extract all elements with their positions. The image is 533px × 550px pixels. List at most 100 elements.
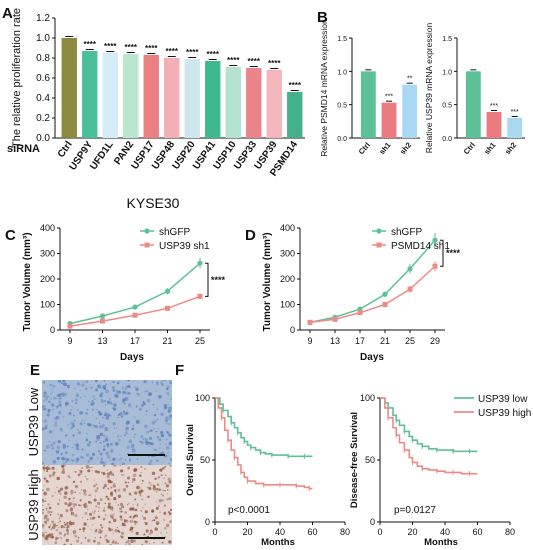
panel-c-xtick-label: 21: [162, 336, 172, 346]
panel-label-b: B: [317, 9, 328, 26]
ihc-high-nucleus: [95, 505, 98, 508]
panel-d-ytick-label: 0: [290, 325, 295, 335]
ihc-high-nucleus: [96, 487, 99, 490]
ihc-low-nucleus: [90, 386, 93, 390]
ihc-low-nucleus: [79, 422, 83, 426]
ihc-low-nucleus: [61, 393, 65, 397]
ihc-low-nucleus: [124, 431, 129, 435]
ihc-low-nucleus: [157, 427, 159, 430]
ihc-low-nucleus: [143, 380, 147, 384]
ihc-high-nucleus: [152, 484, 156, 488]
ihc-low-nucleus: [84, 381, 86, 384]
ihc-high-nucleus: [45, 517, 50, 522]
ihc-low-nucleus: [104, 411, 107, 415]
ihc-low-nucleus: [99, 425, 104, 429]
ihc-high-nucleus: [99, 529, 103, 533]
ihc-low-nucleus: [73, 420, 75, 422]
ihc-high-nucleus: [82, 527, 86, 531]
ihc-low-nucleus: [74, 419, 76, 422]
ihc-high-nucleus: [97, 510, 100, 513]
ihc-low-nucleus: [76, 460, 78, 462]
ihc-low-nucleus: [51, 403, 55, 407]
ihc-high-nucleus: [103, 536, 106, 539]
ihc-low-nucleus: [73, 443, 75, 445]
ihc-high-nucleus: [42, 523, 45, 528]
ihc-low-nucleus: [65, 434, 68, 437]
ihc-high-nucleus: [101, 526, 104, 529]
ihc-low-nucleus: [166, 431, 170, 434]
panel-c-point: [132, 304, 138, 310]
ihc-low-nucleus: [52, 459, 57, 464]
ihc-high-nucleus: [59, 513, 64, 518]
ihc-low-nucleus: [142, 438, 145, 440]
panel-d-line-chart: Tumor Volume (mm³) Days 0 100 200 300 400 9 13…: [262, 223, 461, 363]
ihc-high-nucleus: [157, 504, 160, 508]
panel-d-legend-marker: [376, 228, 382, 234]
ihc-low-nucleus: [136, 458, 139, 460]
ihc-high-nucleus: [109, 471, 113, 474]
panel-c-point: [165, 305, 170, 311]
ihc-high-nucleus: [150, 484, 152, 486]
ihc-low-nucleus: [116, 390, 119, 393]
ihc-high-texture: [42, 465, 172, 545]
ihc-high-nucleus: [150, 530, 154, 534]
ihc-high-nucleus: [140, 466, 143, 469]
ihc-low-nucleus: [161, 382, 165, 386]
ihc-high-nucleus: [157, 476, 161, 479]
ihc-low-nucleus: [71, 453, 75, 457]
panel-a-significance: ****: [125, 43, 138, 52]
ihc-low-nucleus: [99, 393, 103, 398]
ihc-low-nucleus: [129, 459, 132, 462]
ihc-low-nucleus: [77, 428, 79, 431]
ihc-low-nucleus: [104, 438, 109, 442]
panel-a-ytick-label: 0.4: [36, 93, 50, 104]
ihc-low-nucleus: [168, 441, 172, 446]
ihc-low-nucleus: [156, 418, 159, 421]
ihc-high-nucleus: [152, 487, 157, 491]
ihc-high-nucleus: [168, 540, 172, 544]
ihc-low-nucleus: [60, 381, 63, 385]
ihc-low-nucleus: [75, 439, 77, 442]
ihc-low-nucleus: [85, 453, 90, 457]
ihc-low-nucleus: [133, 416, 136, 419]
ihc-high-nucleus: [146, 486, 150, 489]
ihc-low-nucleus: [52, 396, 57, 400]
ihc-low-nucleus: [112, 389, 116, 392]
ihc-high-nucleus: [45, 466, 50, 471]
ihc-low-nucleus: [159, 443, 161, 445]
panel-d-xtick-label: 29: [430, 336, 440, 346]
ihc-high-nucleus: [160, 474, 163, 477]
ihc-low-nucleus: [87, 423, 91, 427]
ihc-high-nucleus: [74, 514, 78, 518]
ihc-high-nucleus: [110, 493, 114, 497]
ihc-high-nucleus: [65, 538, 69, 542]
ihc-high-nucleus: [153, 519, 156, 522]
panel-a-significance: ****: [289, 81, 302, 90]
ihc-high-nucleus: [95, 470, 99, 474]
ihc-low-nucleus: [84, 387, 88, 391]
ihc-low-nucleus: [166, 423, 168, 425]
ihc-high-nucleus: [145, 529, 149, 533]
ihc-high-nucleus: [117, 504, 119, 506]
panel-a-bar-chart: The relative proliferation rate siRNA KY…: [7, 8, 305, 211]
ihc-high-nucleus: [115, 501, 117, 503]
ihc-high-nucleus: [59, 492, 62, 495]
ihc-low-nucleus: [85, 412, 89, 415]
ihc-high-nucleus: [106, 469, 108, 471]
panel-c-legend-marker: [144, 242, 150, 248]
ihc-high-nucleus: [108, 528, 112, 532]
panel-d-ylabel: Tumor Volume (mm³): [262, 232, 273, 331]
ihc-low-nucleus: [42, 420, 44, 423]
ihc-low-nucleus: [137, 393, 141, 397]
ihc-low-nucleus: [62, 415, 65, 418]
ihc-low-nucleus: [109, 459, 112, 461]
ihc-high-nucleus: [104, 534, 108, 537]
panel-d-xtick-label: 25: [405, 336, 415, 346]
ihc-high-nucleus: [164, 511, 167, 513]
panel-b2-significance: ***: [490, 103, 498, 110]
ihc-high-nucleus: [58, 526, 60, 529]
ihc-high-nucleus: [151, 519, 154, 522]
ihc-low-nucleus: [146, 430, 150, 434]
ihc-low-nucleus: [116, 381, 120, 385]
ihc-high-nucleus: [46, 509, 48, 511]
